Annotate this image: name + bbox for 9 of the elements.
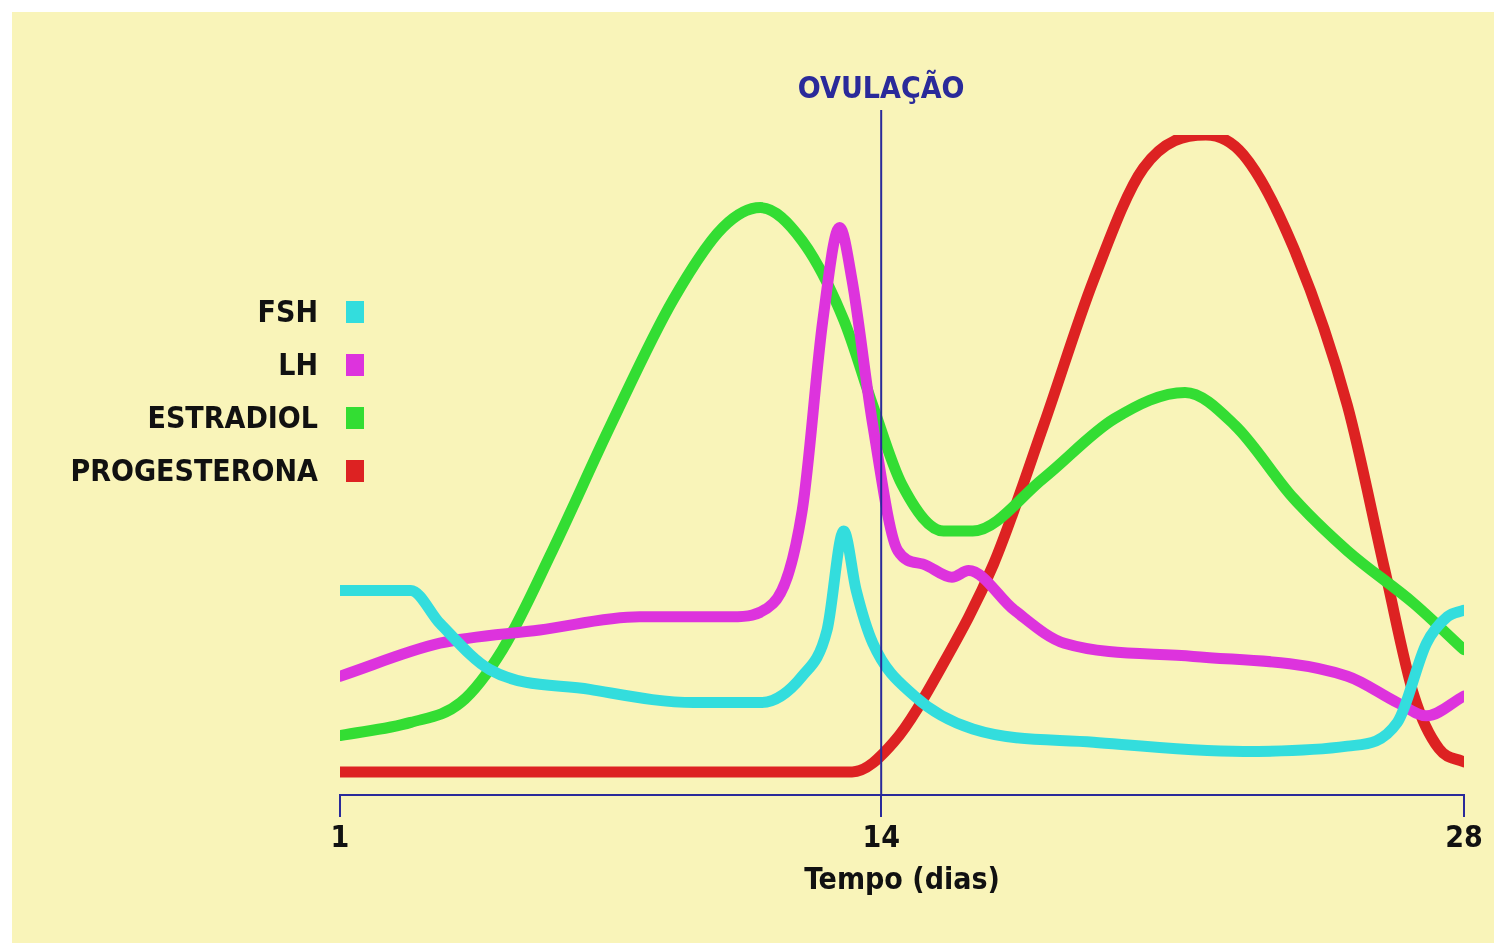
legend-label: FSH <box>257 294 318 329</box>
legend-label: PROGESTERONA <box>70 453 318 488</box>
legend-label: ESTRADIOL <box>147 400 318 435</box>
x-axis-title: Tempo (dias) <box>804 860 1000 896</box>
legend-label: LH <box>278 347 318 382</box>
x-tick-label: 1 <box>330 818 350 854</box>
x-tick-label: 14 <box>862 818 900 854</box>
ref-line-label: OVULAÇÃO <box>797 68 965 105</box>
x-tick-label: 28 <box>1445 818 1483 854</box>
